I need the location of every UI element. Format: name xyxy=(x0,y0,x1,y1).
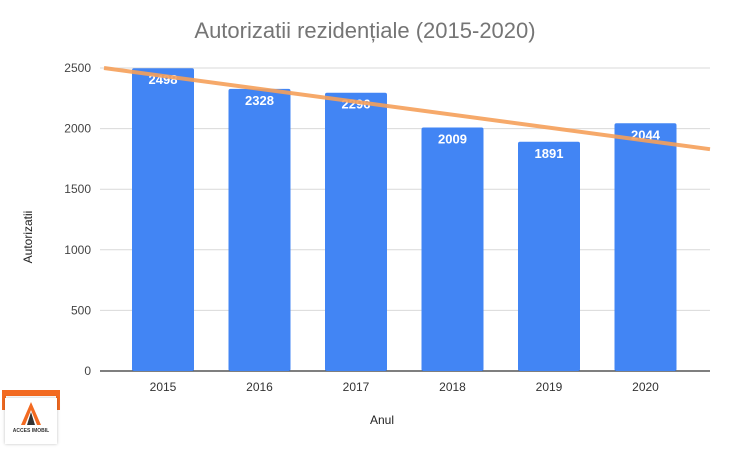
y-tick-label: 2000 xyxy=(64,122,91,136)
data-label: 1891 xyxy=(535,146,564,161)
bar-2017 xyxy=(325,92,387,372)
bar-2020 xyxy=(614,123,677,371)
trendline xyxy=(103,66,711,152)
x-tick-label: 2019 xyxy=(536,380,563,394)
logo-frame-right xyxy=(56,390,60,410)
x-tick-label: 2015 xyxy=(150,380,177,394)
logo-text: ACCES IMOBIL xyxy=(12,428,50,434)
x-axis-label: Anul xyxy=(370,413,395,427)
logo-box: ACCES IMOBIL xyxy=(5,398,57,444)
bar-2019 xyxy=(518,141,580,371)
y-tick-label: 1000 xyxy=(64,243,91,257)
y-tick-label: 0 xyxy=(84,364,91,378)
x-tick-label: 2017 xyxy=(343,380,370,394)
bar-2016 xyxy=(228,88,291,371)
y-tick-label: 1500 xyxy=(64,182,91,196)
x-tick-label: 2020 xyxy=(632,380,659,394)
bar-2015 xyxy=(132,68,194,371)
y-tick-label: 2500 xyxy=(64,61,91,75)
logo-frame-left xyxy=(2,390,6,410)
data-label: 2009 xyxy=(438,132,467,147)
chart-title: Autorizatii rezidențiale (2015-2020) xyxy=(194,18,536,43)
logo-a-icon xyxy=(21,402,41,425)
data-label: 2328 xyxy=(245,93,274,108)
logo-frame xyxy=(2,390,60,396)
bar-2018 xyxy=(421,127,484,371)
y-tick-label: 500 xyxy=(71,303,91,317)
x-tick-label: 2016 xyxy=(246,380,273,394)
company-logo: ACCES IMOBIL xyxy=(2,390,60,446)
x-tick-label: 2018 xyxy=(439,380,466,394)
